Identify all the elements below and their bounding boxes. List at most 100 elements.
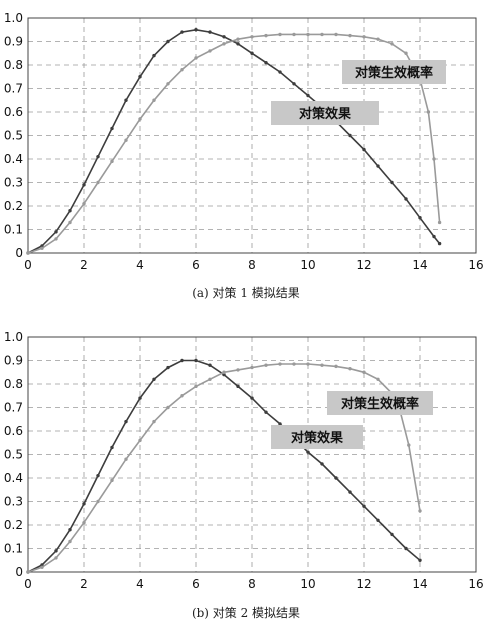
x-tick-label: 16 (468, 258, 483, 272)
series-0-point (334, 476, 338, 480)
y-tick-label: 0.7 (4, 82, 23, 96)
series-1-point (376, 37, 380, 41)
x-tick-label: 0 (24, 577, 32, 591)
annotation-box (271, 425, 363, 449)
y-tick-label: 0.9 (4, 35, 23, 49)
series-1-point (180, 68, 184, 72)
series-0-point (96, 154, 100, 159)
series-0-point (432, 234, 436, 239)
series-1-point (82, 201, 86, 206)
x-tick-label: 6 (192, 258, 200, 272)
series-0-point (264, 60, 268, 65)
series-0-point (404, 197, 408, 201)
series-1-point (306, 32, 310, 37)
y-tick-label: 0.2 (4, 518, 23, 532)
annotation-label: 对策效果 (291, 430, 343, 446)
series-1-point (236, 37, 240, 41)
series-1-point (390, 42, 394, 46)
series-1-point (362, 370, 366, 374)
series-0-point (320, 462, 324, 466)
series-0-point (390, 180, 394, 185)
series-1-point (96, 499, 100, 504)
series-0-point (306, 93, 310, 98)
series-0-point (124, 419, 128, 424)
series-0-point (390, 532, 394, 537)
series-1-point (320, 32, 324, 37)
series-1-point (264, 363, 268, 367)
series-0-point (348, 490, 352, 494)
annotation-label: 对策生效概率 (341, 396, 419, 412)
series-0-point (152, 377, 156, 381)
series-1-point (110, 478, 114, 483)
y-tick-label: 0.3 (4, 495, 23, 509)
series-1-point (40, 565, 44, 569)
y-tick-label: 0.9 (4, 354, 23, 368)
series-1-point (26, 570, 30, 574)
x-tick-label: 0 (24, 258, 32, 272)
series-0-point (54, 230, 58, 234)
x-tick-label: 12 (356, 258, 371, 272)
y-tick-label: 0.8 (4, 58, 23, 72)
series-0-point (152, 53, 156, 58)
series-1-point (68, 220, 72, 225)
annotation-box (342, 60, 446, 84)
x-tick-label: 14 (412, 577, 427, 591)
series-1-point (264, 33, 268, 38)
plot-frame (27, 336, 477, 573)
x-tick-label: 4 (136, 577, 144, 591)
series-0-point (138, 396, 142, 400)
y-tick-label: 0 (15, 246, 23, 260)
series-0-point (250, 51, 254, 55)
series-0-point (278, 422, 282, 426)
y-tick-label: 0.8 (4, 377, 23, 391)
series-0-point (124, 98, 128, 102)
series-0-point (292, 82, 296, 86)
series-0-point (54, 549, 58, 553)
series-0-point (166, 39, 170, 44)
series-1-point (250, 365, 254, 370)
series-0-point (110, 126, 114, 131)
series-1-point (180, 394, 184, 398)
y-tick-label: 0.6 (4, 105, 23, 119)
annotation-box (271, 101, 379, 125)
y-tick-label: 0.6 (4, 424, 23, 438)
y-tick-label: 0.5 (4, 129, 23, 143)
series-1-point (208, 377, 212, 381)
series-0-point (68, 528, 72, 532)
series-0-point (82, 183, 86, 187)
series-1-point (407, 443, 411, 447)
annotation-box (327, 391, 433, 415)
series-1-point (348, 367, 352, 371)
series-1-point (26, 251, 30, 255)
series-0-point (110, 445, 114, 450)
series-1-point (437, 220, 442, 225)
series-1-point (306, 362, 310, 366)
series-0-point (250, 396, 254, 400)
y-tick-label: 1.0 (4, 330, 23, 344)
series-1-point (404, 51, 408, 55)
series-0-point (208, 363, 212, 367)
x-tick-label: 12 (356, 577, 371, 591)
series-0-point (194, 28, 198, 32)
series-1-point (96, 180, 100, 185)
x-tick-label: 4 (136, 258, 144, 272)
y-tick-label: 0.4 (4, 471, 23, 485)
series-1-point (278, 362, 282, 366)
series-1-point (292, 362, 296, 366)
series-0-point (166, 365, 170, 370)
series-1-point (166, 82, 170, 86)
x-tick-label: 6 (192, 577, 200, 591)
series-1-point (124, 138, 128, 142)
series-1-point (68, 539, 72, 544)
series-1-point (426, 110, 431, 114)
series-0-point (68, 209, 72, 213)
x-tick-label: 14 (412, 258, 427, 272)
series-1-point (236, 368, 240, 372)
series-1-point (152, 98, 156, 102)
series-0-point (437, 241, 442, 246)
series-0-point (376, 164, 380, 168)
y-tick-label: 0 (15, 565, 23, 579)
series-1-point (138, 117, 142, 121)
series-1-point (54, 556, 58, 560)
